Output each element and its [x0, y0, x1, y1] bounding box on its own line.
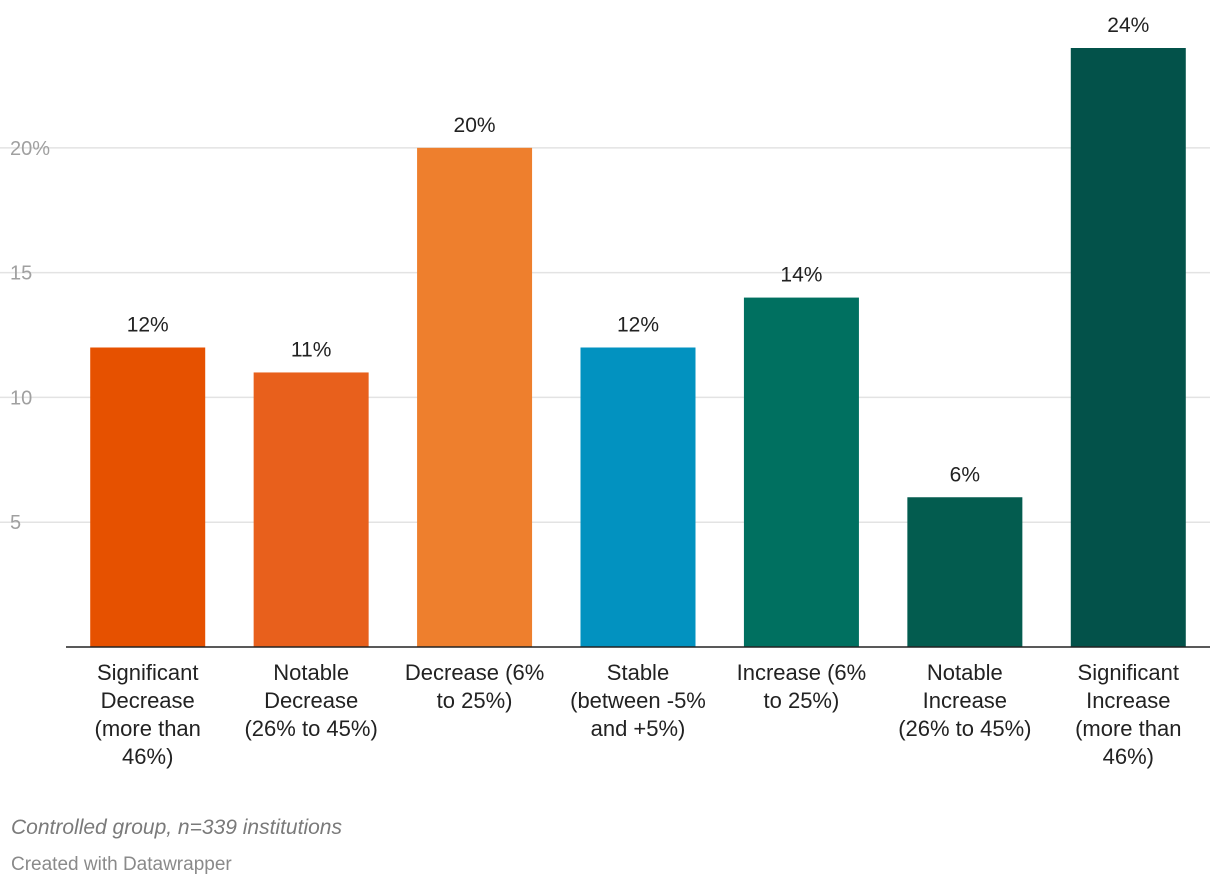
- bar-value-label: 24%: [1107, 14, 1149, 37]
- bar-chart: 12% 11% 20% 12% 14% 6% 24% 5 10 15 20% Significan…: [0, 14, 1210, 769]
- value-labels: 12% 11% 20% 12% 14% 6% 24%: [127, 14, 1150, 486]
- bar: [907, 497, 1023, 647]
- bar: [1070, 48, 1186, 647]
- category-label: Significant Decrease (more than 46%): [95, 660, 201, 769]
- y-tick-label: 5: [10, 512, 21, 534]
- y-tick-label: 15: [10, 263, 32, 285]
- category-label: Notable Increase (26% to 45%): [898, 660, 1031, 741]
- bar-value-label: 12%: [127, 314, 169, 337]
- bar: [417, 147, 533, 648]
- chart-note: Controlled group, n=339 institutions: [11, 816, 342, 839]
- category-label: Increase (6% to 25%): [737, 660, 867, 713]
- category-label: Stable (between -5% and +5%): [570, 660, 706, 741]
- bar: [580, 347, 696, 647]
- y-tick-label: 20%: [10, 138, 50, 160]
- bar-value-label: 11%: [291, 338, 331, 361]
- y-tick-label: 10: [10, 387, 32, 409]
- category-label: Significant Increase (more than 46%): [1075, 660, 1181, 769]
- bars: [90, 48, 1186, 648]
- bar-value-label: 20%: [454, 114, 496, 137]
- bar: [90, 347, 206, 647]
- bar-value-label: 14%: [780, 264, 822, 287]
- bar-value-label: 6%: [950, 463, 980, 486]
- bar-value-label: 12%: [617, 314, 659, 337]
- bar: [253, 372, 369, 647]
- chart-credit: Created with Datawrapper: [11, 854, 232, 875]
- category-label: Notable Decrease (26% to 45%): [244, 660, 377, 741]
- category-label: Decrease (6% to 25%): [405, 660, 544, 713]
- category-labels: Significant Decrease (more than 46%) Notable…: [95, 660, 1182, 769]
- y-axis-ticks: 5 10 15 20%: [10, 138, 50, 534]
- bar: [743, 297, 859, 647]
